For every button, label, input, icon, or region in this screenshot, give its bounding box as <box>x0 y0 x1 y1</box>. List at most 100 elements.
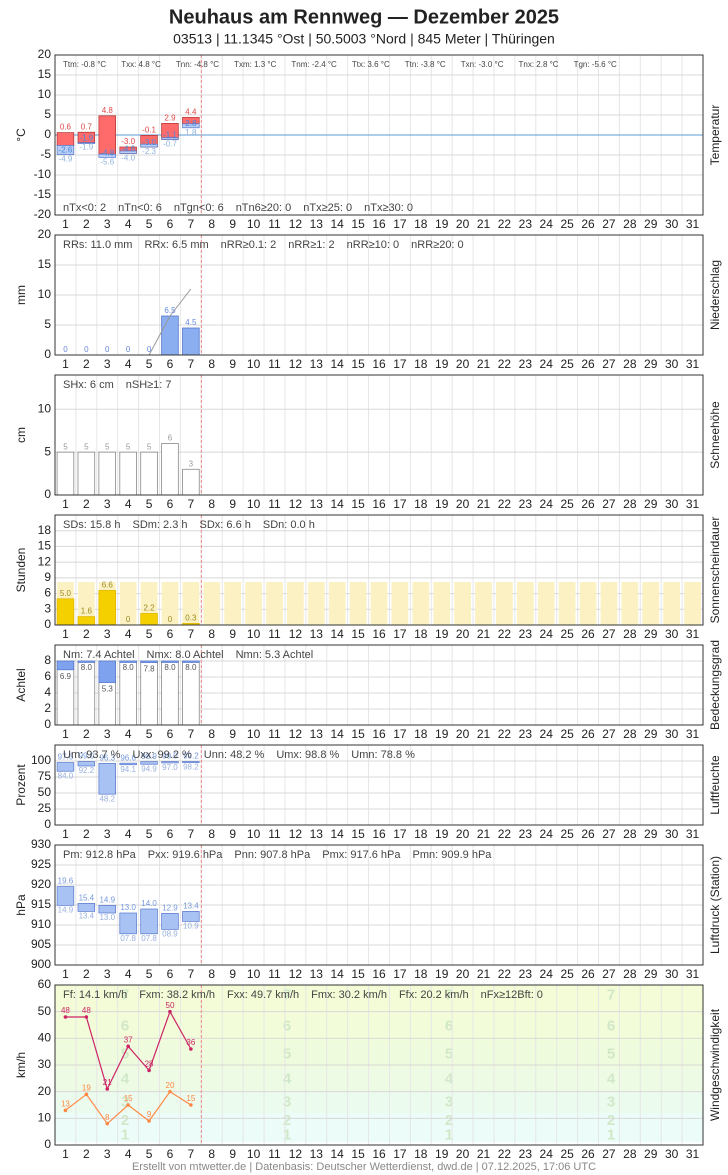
x-tick-label: 6 <box>167 357 174 371</box>
x-tick-label: 1 <box>62 1147 69 1161</box>
x-tick-label: 27 <box>602 357 616 371</box>
band-label: 3 <box>283 1093 291 1110</box>
stat-label: nTn<0: 6 <box>118 202 162 214</box>
value-label: 15.4 <box>79 894 95 903</box>
x-tick-label: 15 <box>351 967 365 981</box>
y-tick-label: 6 <box>44 586 51 600</box>
stat-label: SDx: 6.6 h <box>200 519 251 531</box>
stat-label: nTx<0: 2 <box>63 202 106 214</box>
max-bar <box>621 582 639 625</box>
y-axis-label: km/h <box>14 1052 28 1078</box>
bar <box>56 598 75 625</box>
x-tick-label: 19 <box>435 1147 449 1161</box>
x-tick-label: 21 <box>477 357 491 371</box>
x-tick-label: 20 <box>456 967 470 981</box>
range-bar <box>119 762 137 766</box>
value-label: -2.6 <box>59 146 73 155</box>
value-label: 0 <box>63 345 68 354</box>
x-tick-label: 22 <box>498 217 512 231</box>
bar <box>161 315 179 355</box>
wind-point <box>189 1103 193 1107</box>
value-label: 5 <box>84 442 89 451</box>
band-label: 7 <box>445 987 453 1004</box>
stat-label: Tnx: 2.8 °C <box>518 60 558 69</box>
stat-label: nTx≥30: 0 <box>364 202 413 214</box>
x-tick-label: 15 <box>351 727 365 741</box>
x-tick-label: 28 <box>623 727 637 741</box>
y-axis-label: hPa <box>14 894 28 916</box>
x-tick-label: 26 <box>581 357 595 371</box>
x-tick-label: 18 <box>414 1147 428 1161</box>
value-label: -3.0 <box>142 138 156 147</box>
value-label: 13.0 <box>120 903 136 912</box>
value-label: -1.9 <box>79 134 93 143</box>
value-label: 13 <box>61 1099 70 1108</box>
x-tick-label: 12 <box>289 627 303 641</box>
value-label: 1.6 <box>81 607 93 616</box>
x-tick-label: 6 <box>167 497 174 511</box>
plot-border <box>54 644 704 726</box>
max-bar <box>475 582 492 625</box>
value-label: 28 <box>145 1059 154 1068</box>
band-label: 2 <box>121 1112 129 1129</box>
plot <box>55 55 703 215</box>
y-tick-label: -5 <box>40 147 51 161</box>
x-tick-label: 27 <box>602 727 616 741</box>
stat-label: Ffx: 20.2 km/h <box>399 989 469 1001</box>
x-tick-label: 1 <box>62 627 69 641</box>
panel-label: Windgeschwindigkeit <box>708 1008 722 1121</box>
value-label: 0 <box>168 615 173 624</box>
value-label: 0.7 <box>81 122 93 131</box>
x-tick-label: 16 <box>372 217 386 231</box>
value-label: 48.2 <box>99 794 115 803</box>
wind-band <box>55 1011 703 1041</box>
y-tick-label: 0 <box>44 717 51 731</box>
page-title: Neuhaus am Rennweg — Dezember 2025 <box>169 6 559 28</box>
max-bar <box>182 582 200 625</box>
x-tick-label: 5 <box>146 727 153 741</box>
x-tick-label: 2 <box>83 1147 90 1161</box>
value-label: 4.5 <box>185 318 197 327</box>
x-tick-label: 31 <box>686 217 700 231</box>
x-tick-label: 10 <box>247 827 261 841</box>
plot-area <box>55 745 703 825</box>
stat-label: Nm: 7.4 Achtel <box>63 649 135 661</box>
max-bar <box>663 582 681 625</box>
x-tick-label: 25 <box>560 497 574 511</box>
band-label: 4 <box>607 1071 616 1088</box>
x-tick-label: 14 <box>331 627 345 641</box>
y-tick-label: 0 <box>44 127 51 141</box>
x-tick-label: 31 <box>686 357 700 371</box>
value-label: 5 <box>147 442 152 451</box>
x-tick-label: 22 <box>498 627 512 641</box>
x-tick-label: 31 <box>686 497 700 511</box>
value-label: 99.0 <box>162 752 178 761</box>
page-subtitle: 03513 | 11.1345 °Ost | 50.5003 °Nord | 8… <box>173 31 555 47</box>
wind-point <box>147 1068 151 1073</box>
x-tick-label: 26 <box>581 967 595 981</box>
y-tick-label: 905 <box>31 937 51 951</box>
band-label: 3 <box>121 1093 129 1110</box>
x-tick-label: 23 <box>519 967 533 981</box>
x-tick-label: 17 <box>393 967 407 981</box>
x-tick-label: 8 <box>208 217 215 231</box>
x-tick-label: 25 <box>560 1147 574 1161</box>
x-tick-label: 27 <box>602 497 616 511</box>
stat-label: Fxx: 49.7 km/h <box>227 989 299 1001</box>
plot-border <box>54 514 704 626</box>
x-tick-label: 22 <box>498 1147 512 1161</box>
range-bar <box>77 761 96 767</box>
x-tick-label: 30 <box>665 627 679 641</box>
plot-border <box>54 374 704 496</box>
band-label: 5 <box>607 1045 615 1062</box>
value-label: -5.6 <box>100 158 114 167</box>
stat-label: nRR≥0.1: 2 <box>221 239 277 251</box>
band-label: 4 <box>445 1071 454 1088</box>
stat-label: RRs: 11.0 mm <box>63 239 132 251</box>
x-tick-label: 29 <box>644 1147 658 1161</box>
x-tick-label: 28 <box>623 497 637 511</box>
value-label: 2.8 <box>185 119 197 128</box>
